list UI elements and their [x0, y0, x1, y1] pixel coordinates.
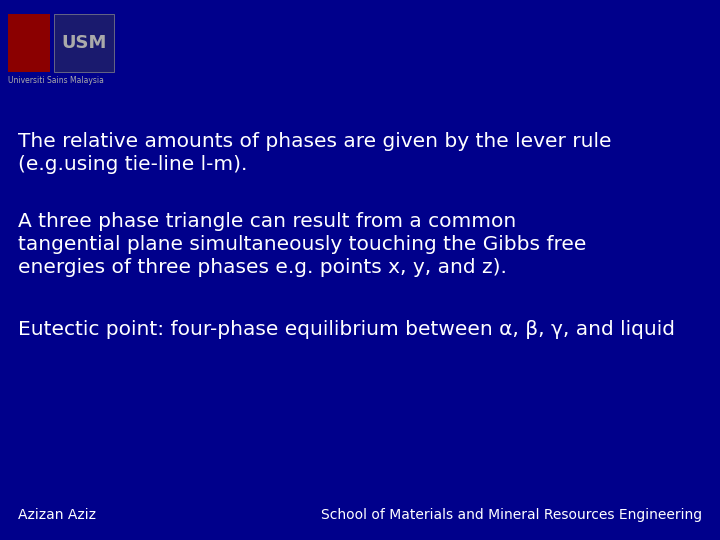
FancyBboxPatch shape [54, 14, 114, 72]
Text: tangential plane simultaneously touching the Gibbs free: tangential plane simultaneously touching… [18, 235, 586, 254]
Text: School of Materials and Mineral Resources Engineering: School of Materials and Mineral Resource… [321, 508, 702, 522]
Text: Eutectic point: four-phase equilibrium between α, β, γ, and liquid: Eutectic point: four-phase equilibrium b… [18, 320, 675, 339]
Text: Azizan Aziz: Azizan Aziz [18, 508, 96, 522]
Text: Universiti Sains Malaysia: Universiti Sains Malaysia [8, 76, 104, 85]
Text: A three phase triangle can result from a common: A three phase triangle can result from a… [18, 212, 516, 231]
Text: (e.g.using tie-line l-m).: (e.g.using tie-line l-m). [18, 155, 248, 174]
Text: energies of three phases e.g. points x, y, and z).: energies of three phases e.g. points x, … [18, 258, 507, 277]
FancyBboxPatch shape [8, 14, 50, 72]
Text: USM: USM [61, 34, 107, 52]
Text: The relative amounts of phases are given by the lever rule: The relative amounts of phases are given… [18, 132, 611, 151]
